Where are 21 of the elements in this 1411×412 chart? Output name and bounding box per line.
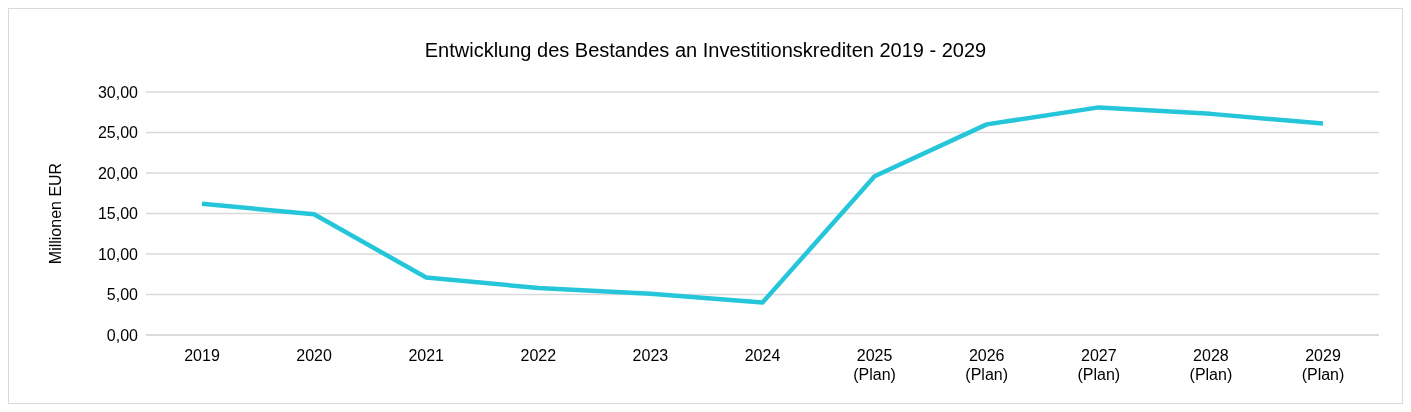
x-tick-label: 2024 (744, 347, 781, 364)
y-axis-title: Millionen EUR (46, 162, 64, 265)
x-tick-label: 2029 (Plan) (1301, 347, 1345, 383)
x-tick-label: 2025 (Plan) (853, 347, 896, 383)
x-tick-label: 2027 (Plan) (1077, 347, 1121, 383)
y-tick-label: 20,00 (97, 164, 139, 182)
x-tick-label: 2023 (632, 347, 669, 364)
x-tick-label: 2021 (408, 347, 445, 364)
y-tick-label: 30,00 (97, 83, 139, 101)
chart-title: Entwicklung des Bestandes an Investitionskrediten 2019 - 2029 (423, 39, 988, 62)
x-tick-label: 2026 (Plan) (965, 347, 1009, 383)
y-tick-label: 5,00 (106, 286, 139, 304)
y-tick-label: 15,00 (97, 205, 139, 223)
y-tick-label: 0,00 (106, 326, 139, 344)
x-tick-label: 2028 (Plan) (1189, 347, 1233, 383)
x-tick-label: 2020 (296, 347, 332, 364)
y-tick-label: 25,00 (97, 124, 139, 142)
x-tick-label: 2019 (184, 347, 220, 364)
line-series (199, 105, 1326, 305)
y-tick-label: 10,00 (97, 245, 139, 263)
x-tick-label: 2022 (520, 347, 557, 364)
